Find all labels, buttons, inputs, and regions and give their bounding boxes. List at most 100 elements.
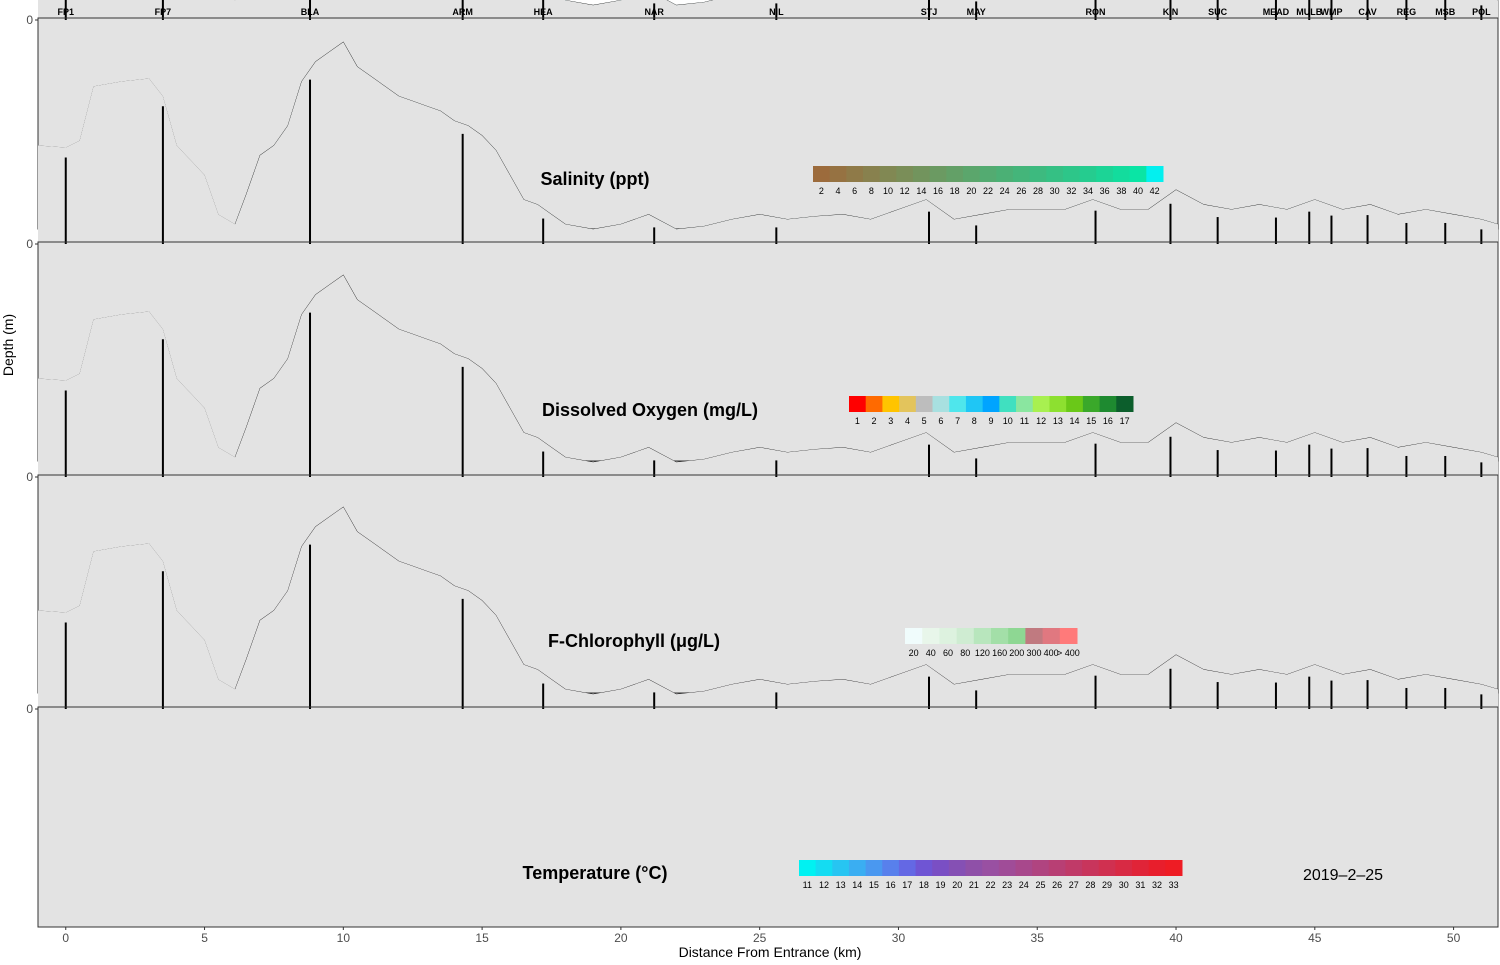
colorbar-swatch [949,396,967,412]
colorbar-label: 6 [852,186,857,196]
y-tick-label: 0 [26,13,33,27]
station-label: ARM [452,7,473,17]
date-label: 2019–2–25 [1303,867,1383,884]
colorbar-label: 30 [1119,880,1129,890]
x-tick-label: 15 [475,931,489,945]
colorbar-label: 31 [1135,880,1145,890]
colorbar-label: 14 [916,186,926,196]
colorbar-label: 6 [938,416,943,426]
station-label: FP7 [155,7,172,17]
colorbar-swatch [1013,166,1031,182]
colorbar-swatch [979,166,997,182]
colorbar-swatch [1148,860,1166,876]
colorbar-swatch [849,396,867,412]
colorbar-label: 2 [819,186,824,196]
colorbar-label: 400 [1044,648,1059,658]
station-label: NAR [644,7,664,17]
panel-title: Dissolved Oxygen (mg/L) [542,400,758,420]
colorbar-label: 22 [985,880,995,890]
colorbar-swatch [1098,860,1116,876]
x-tick-label: 30 [892,931,906,945]
colorbar-label: 4 [835,186,840,196]
colorbar-swatch [813,166,831,182]
colorbar-swatch [915,396,934,412]
colorbar-label: 1 [855,416,860,426]
colorbar-label: 32 [1066,186,1076,196]
colorbar-label: 16 [933,186,943,196]
panel-title: F-Chlorophyll (μg/L) [548,631,720,651]
colorbar-label: 40 [1133,186,1143,196]
colorbar-label: 20 [909,648,919,658]
colorbar-swatch [882,860,900,876]
colorbar-label: 40 [926,648,936,658]
x-tick-label: 5 [201,931,208,945]
colorbar-label: 14 [852,880,862,890]
colorbar-label: 17 [1120,416,1130,426]
colorbar-swatch [1059,628,1078,644]
colorbar-swatch [1029,166,1047,182]
colorbar-swatch [948,860,967,876]
station-label: MSB [1435,7,1456,17]
colorbar-swatch [865,396,883,412]
colorbar-swatch [1165,860,1183,876]
station-label: HEA [534,7,554,17]
colorbar-swatch [1008,628,1026,644]
y-axis-label: Depth (m) [0,314,16,376]
colorbar-label: 36 [1100,186,1110,196]
colorbar-swatch [898,860,917,876]
colorbar-label: 16 [1103,416,1113,426]
station-label: BLA [301,7,320,17]
colorbar-swatch [1113,166,1131,182]
colorbar-label: 22 [983,186,993,196]
colorbar-swatch [896,166,914,182]
colorbar-label: 29 [1102,880,1112,890]
colorbar-label: > 400 [1057,648,1080,658]
colorbar-label: 34 [1083,186,1093,196]
colorbar-swatch [1049,396,1067,412]
colorbar-label: 13 [1053,416,1063,426]
colorbar-swatch [815,860,833,876]
colorbar-label: 2 [872,416,877,426]
colorbar-label: 27 [1069,880,1079,890]
station-label: FP1 [57,7,74,17]
x-axis-label: Distance From Entrance (km) [679,944,862,960]
x-tick-label: 25 [753,931,767,945]
seabed [38,507,1498,927]
station-label: MAY [967,7,986,17]
colorbar-swatch [882,396,900,412]
colorbar-swatch [1066,396,1084,412]
colorbar-label: 8 [972,416,977,426]
panel-title: Salinity (ppt) [541,169,650,189]
colorbar-swatch [799,860,817,876]
colorbar-label: 24 [1019,880,1029,890]
colorbar-swatch [1048,860,1066,876]
colorbar-label: 200 [1009,648,1024,658]
colorbar-label: 32 [1152,880,1162,890]
x-tick-label: 20 [614,931,628,945]
colorbar-swatch [832,860,850,876]
colorbar-label: 160 [992,648,1007,658]
colorbar-label: 16 [886,880,896,890]
y-tick-label: 0 [26,237,33,251]
colorbar-label: 18 [950,186,960,196]
x-tick-label: 0 [62,931,69,945]
colorbar-label: 80 [960,648,970,658]
x-tick-label: 10 [337,931,351,945]
colorbar-label: 21 [969,880,979,890]
colorbar-swatch [879,166,897,182]
station-label: MULB [1296,7,1322,17]
colorbar-swatch [932,396,950,412]
colorbar-swatch [1116,396,1134,412]
colorbar-swatch [996,166,1014,182]
colorbar-swatch [846,166,864,182]
panel-4: 0 Temperature (°C) 11 12 13 14 15 16 17 18 19 20 21 2… [26,506,1499,945]
colorbar-swatch [1025,628,1044,644]
colorbar-swatch [965,860,983,876]
station-label: STJ [921,7,938,17]
colorbar-swatch [865,860,883,876]
plot-border [37,706,1499,928]
colorbar-label: 120 [975,648,990,658]
colorbar-swatch [829,166,847,182]
colorbar-label: 10 [1003,416,1013,426]
